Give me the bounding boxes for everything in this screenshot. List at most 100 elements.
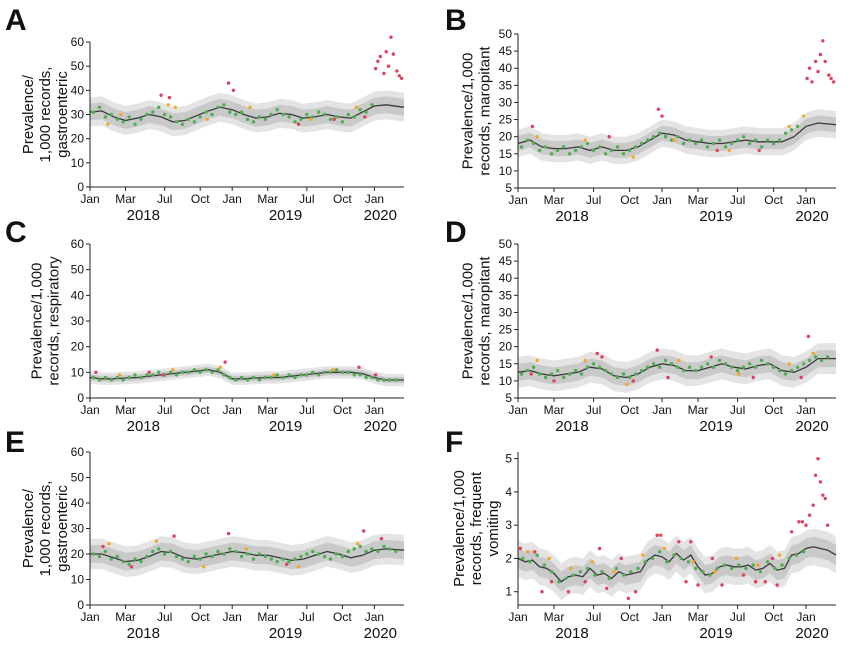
point-green [162,112,167,117]
point-orange [631,155,635,159]
point-green [127,375,131,380]
point-green [281,557,285,561]
point-green [210,554,214,559]
x-tick-label: Jul [586,193,601,207]
y-tick-label: 2 [505,551,512,565]
point-green [376,549,380,554]
point-green [567,372,572,376]
point-green [693,141,698,146]
point-green [729,365,734,369]
y-tick-label: 0 [77,598,84,612]
trend-line [517,546,837,583]
point-green [708,573,712,577]
year-label: 2020 [795,418,828,435]
point-orange [354,105,359,110]
y-tick-label: 30 [71,522,85,536]
x-tick-label: Jan [652,610,671,624]
point-green [97,554,102,559]
point-green [127,115,131,119]
point-green [643,560,647,564]
point-green [765,362,770,366]
point-red [696,583,700,587]
year-label: 2018 [555,208,588,225]
x-tick-label: Jan [796,610,815,624]
point-green [364,549,368,554]
point-orange [117,373,122,377]
point-green [145,373,149,377]
year-label: 2019 [269,625,302,642]
point-green [115,117,120,122]
point-green [328,370,333,374]
point-orange [787,124,791,129]
point-red [631,379,635,383]
point-green [519,145,524,149]
point-orange [106,122,110,126]
point-green [210,370,214,374]
point-green [777,138,782,142]
y-axis-title: Prevalence/1,000records, frequentvomitin… [451,470,502,587]
point-green [789,368,794,373]
y-tick-label: 40 [499,271,513,285]
y-tick-label: 10 [71,365,85,379]
point-red [231,88,236,93]
point-green [269,375,273,380]
point-green [97,378,102,382]
point-red [607,135,611,139]
x-tick-label: Jan [652,193,671,207]
x-tick-label: Oct [191,403,210,417]
point-orange [811,351,815,356]
y-axis-title-line: 1,000 records, [37,481,54,577]
x-tick-label: Jan [365,192,384,206]
point-green [340,554,345,559]
point-green [557,580,561,584]
point-green [633,372,638,376]
point-green [186,370,190,374]
point-red [595,351,599,356]
x-tick-label: Mar [257,403,278,417]
x-tick-label: Oct [333,610,352,624]
point-green [542,563,547,567]
point-green [687,365,692,369]
point-green [394,378,398,382]
y-tick-label: 40 [71,288,85,302]
panel-B: B 5 10 15 20 25 30 35 40 45 50 Jan Mar Jul Oct Jan Mar J… [445,4,837,225]
point-green [549,570,554,574]
point-green [311,115,315,119]
point-green [614,566,619,571]
x-tick-label: Jan [796,403,815,417]
point-green [735,138,740,142]
point-green [216,549,220,554]
point-green [145,554,149,559]
y-tick-label: 60 [71,445,85,459]
point-orange [202,565,206,569]
y-axis-title: Prevalence/1,000records, respiratory [29,256,63,386]
point-orange [612,570,616,574]
point-green [192,120,196,124]
point-green [681,141,686,146]
point-green [305,373,309,377]
point-red [715,148,719,153]
point-orange [756,563,760,567]
y-tick-label: 10 [71,156,85,170]
point-green [705,362,710,366]
panel-D-label: D [445,216,467,249]
point-orange [331,368,335,372]
point-orange [173,105,177,110]
point-green [615,145,620,149]
point-red [807,66,812,70]
point-green [257,378,262,382]
year-label: 2020 [364,207,397,224]
point-green [600,570,604,574]
y-axis-title: Prevalence/1,000records, maropitant [460,256,494,386]
point-green [669,138,674,142]
point-green [531,141,536,146]
x-tick-label: Mar [257,192,278,206]
y-tick-label: 10 [499,164,513,178]
y-axis-title-line: Prevalence/ [20,74,37,154]
point-green [240,110,244,114]
y-tick-label: 50 [71,471,85,485]
point-green [759,358,764,363]
point-red [619,556,623,561]
point-green [328,557,333,561]
point-red [363,115,367,119]
